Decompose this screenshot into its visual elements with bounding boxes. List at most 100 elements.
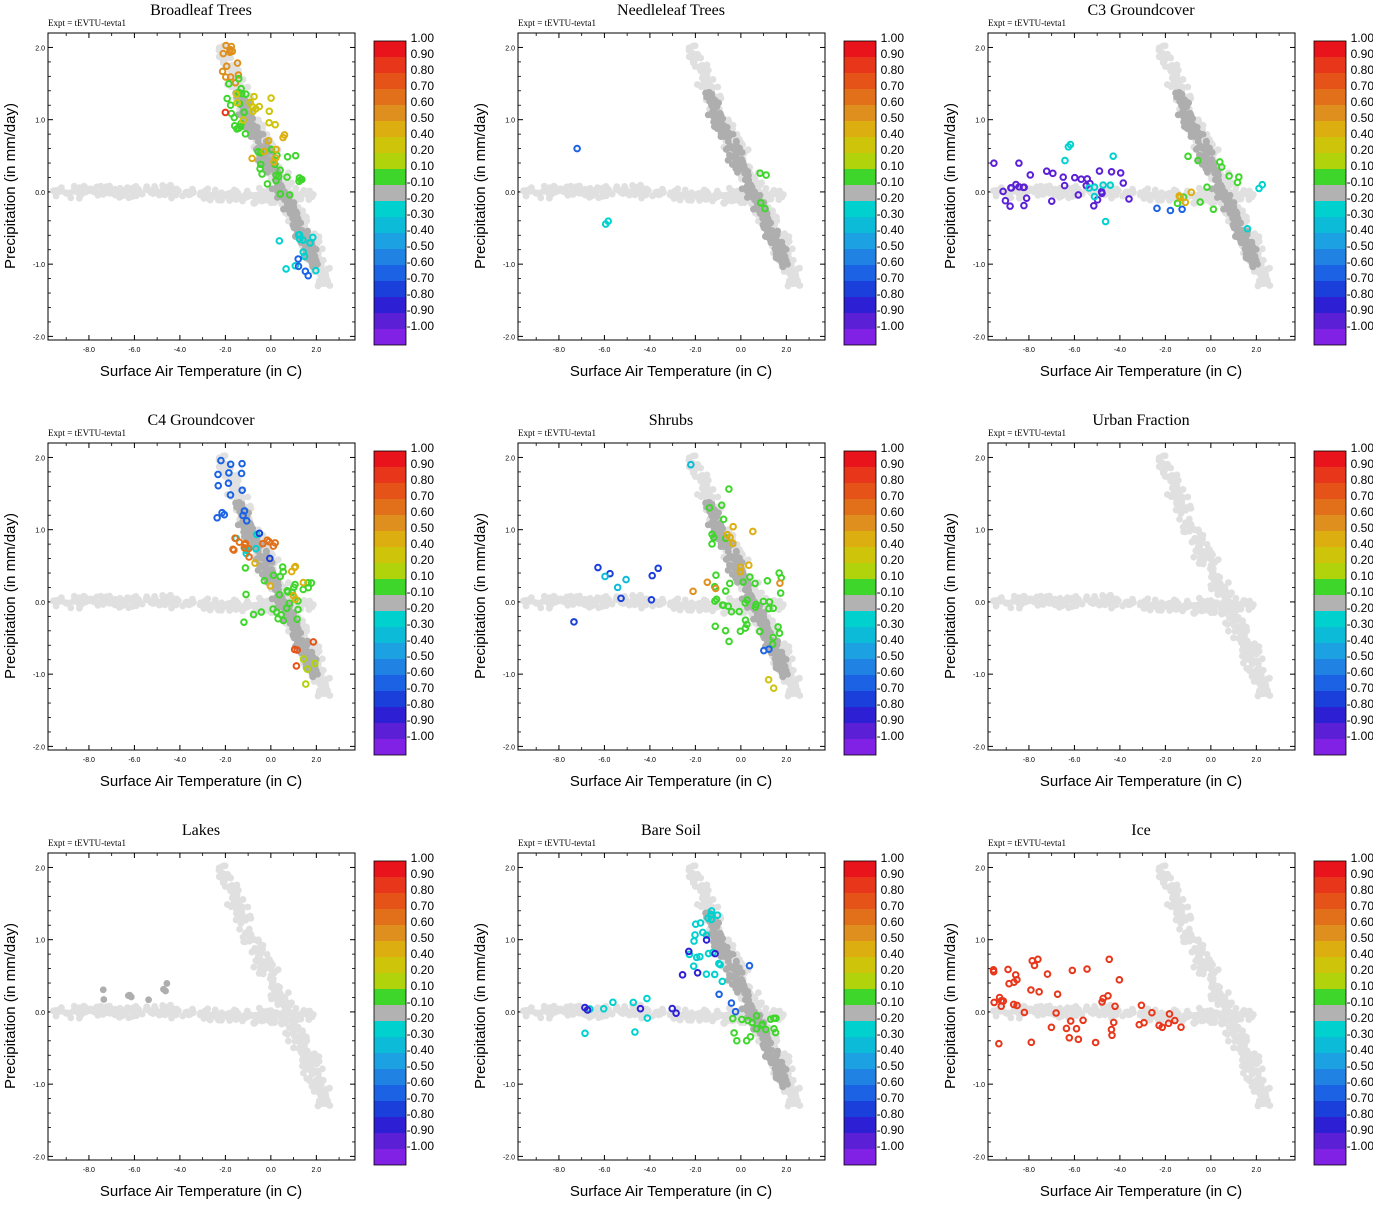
background-point [319,655,326,662]
colorbar-swatch [844,249,876,265]
background-point [94,192,101,199]
colorbar-swatch [374,137,406,153]
colorbar-swatch [1314,89,1346,105]
neutral-point [1254,261,1261,268]
colorbar-swatch [374,579,406,595]
y-tick-label: -1.0 [33,262,45,269]
background-point [1056,194,1063,201]
colorbar-swatch [374,233,406,249]
background-point [527,188,534,195]
background-point [697,474,704,481]
data-point [1044,168,1050,174]
x-tick-label: -8.0 [553,757,565,764]
x-tick-label: -4.0 [644,347,656,354]
background-point [1206,198,1213,205]
background-point [722,192,729,199]
x-tick-label: -4.0 [174,757,186,764]
data-point [623,577,629,583]
background-point [676,607,683,614]
experiment-label: Expt = tEVTU-tevta1 [518,428,596,438]
colorbar-label: 0.90 [881,47,905,61]
colorbar-label: -1.00 [407,729,435,743]
data-point [237,539,243,545]
colorbar-swatch [844,281,876,297]
background-point [326,282,333,289]
colorbar-label: 0.70 [881,79,905,93]
colorbar-swatch [844,41,876,57]
data-point [295,256,301,262]
data-point [1091,203,1097,209]
y-axis-label: Precipitation (in mm/day) [472,103,489,269]
colorbar-label: 0.80 [1351,63,1373,77]
data-point [713,572,719,578]
background-point [214,194,221,201]
data-point [743,617,749,623]
colorbar-label: 0.80 [411,63,435,77]
colorbar-label: -0.20 [407,601,435,615]
data-point [289,569,295,575]
experiment-label: Expt = tEVTU-tevta1 [988,18,1066,28]
background-point [703,489,710,496]
background-point [1052,186,1059,193]
data-point [277,238,283,244]
background-point [714,188,721,195]
colorbar-swatch [374,547,406,563]
data-point [224,96,230,102]
neutral-point [784,261,791,268]
background-point [684,604,691,611]
colorbar-label: -0.80 [407,287,435,301]
background-point [57,188,64,195]
colorbar-label: 0.20 [881,143,905,157]
background-point [694,491,701,498]
data-point [1236,174,1242,180]
background-point [165,186,172,193]
data-point [1050,171,1056,177]
colorbar-label: -0.60 [1347,255,1373,269]
background-point [206,197,213,204]
neutral-point [775,255,782,262]
data-point [272,122,278,128]
neutral-point [758,609,765,616]
neutral-point [313,246,320,253]
colorbar-label: -0.50 [877,239,905,253]
data-point [1118,170,1124,176]
colorbar-label: 1.00 [411,441,435,455]
data-point [1060,174,1066,180]
colorbar-swatch [1314,249,1346,265]
data-point [239,461,245,467]
background-point [736,198,743,205]
neutral-point [1228,199,1235,206]
colorbar-label: -0.40 [1347,223,1373,237]
background-point [775,196,782,203]
background-point [707,193,714,200]
data-point [776,570,782,576]
neutral-point [762,214,769,221]
background-point [1266,282,1273,289]
background-point [659,597,666,604]
y-tick-label: -2.0 [33,334,45,341]
colorbar-swatch [1314,281,1346,297]
colorbar-label: 0.50 [1351,111,1373,125]
neutral-point [733,552,740,559]
neutral-point [721,122,728,129]
colorbar-swatch [374,121,406,137]
x-tick-label: -2.0 [689,347,701,354]
colorbar-swatch [374,265,406,281]
background-point [1170,72,1177,79]
background-point [1190,199,1197,206]
x-tick-label: 2.0 [311,757,321,764]
colorbar-swatch [374,659,406,675]
data-point [777,630,783,636]
colorbar-swatch [844,579,876,595]
background-point [122,598,129,605]
colorbar-label: -1.00 [1347,319,1373,333]
colorbar-swatch [1314,313,1346,329]
colorbar-label: -0.10 [407,585,435,599]
neutral-point [1175,112,1182,119]
colorbar-swatch [1314,73,1346,89]
background-point [1255,233,1262,240]
background-point [129,599,136,606]
data-point [239,471,245,477]
